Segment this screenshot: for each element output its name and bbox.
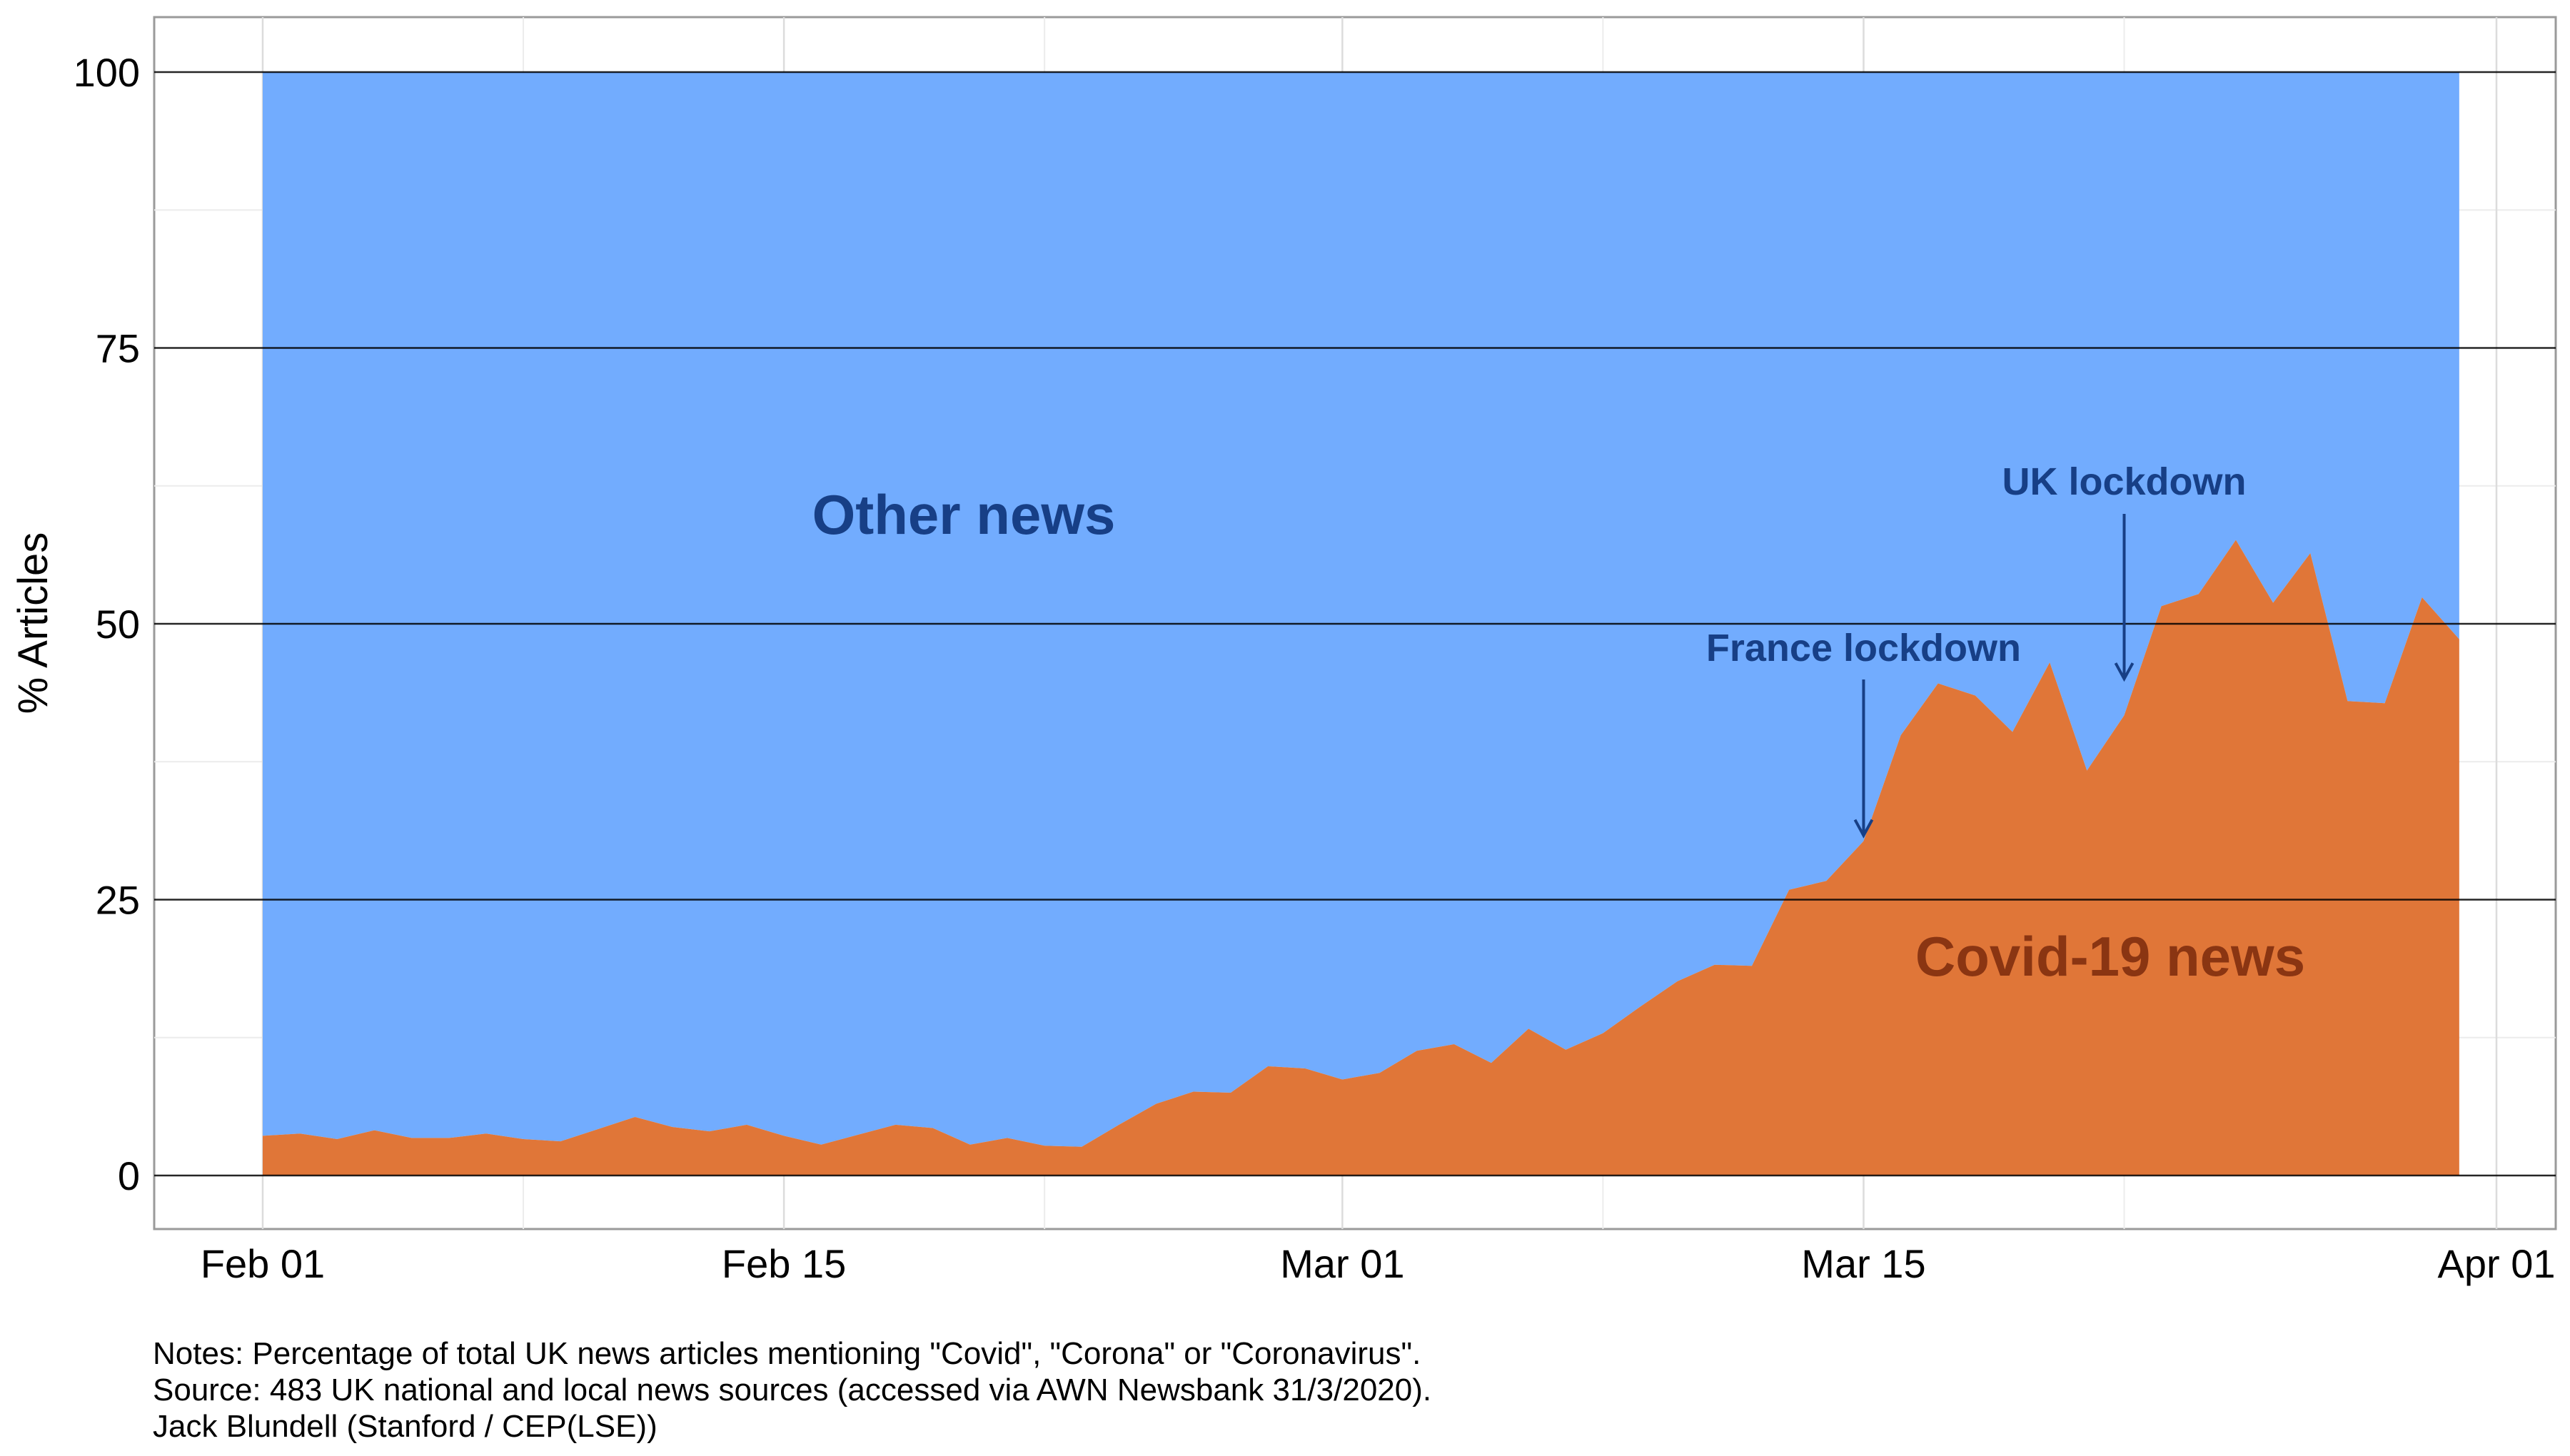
series-area-other-news	[263, 72, 2459, 1147]
other-news-label: Other news	[812, 483, 1116, 546]
annotation-arrowhead	[1853, 819, 1874, 839]
x-tick-label: Apr 01	[2438, 1241, 2556, 1286]
series-area-covid-news	[263, 540, 2459, 1176]
annotation-arrowhead	[2114, 662, 2135, 682]
note-line-3: Jack Blundell (Stanford / CEP(LSE))	[153, 1409, 657, 1444]
y-axis-title: % Articles	[10, 532, 56, 714]
annotations: France lockdown UK lockdown	[1706, 460, 2247, 839]
y-axis-ticks: 0 25 50 75 100	[74, 50, 140, 1198]
x-tick-label: Feb 15	[722, 1241, 846, 1286]
x-axis-ticks: Feb 01 Feb 15 Mar 01 Mar 15 Apr 01	[201, 1241, 2556, 1286]
y-tick-label: 0	[118, 1153, 140, 1198]
note-line-1: Notes: Percentage of total UK news artic…	[153, 1336, 1421, 1371]
y-tick-label: 100	[74, 50, 140, 95]
x-tick-label: Feb 01	[201, 1241, 325, 1286]
y-tick-label: 75	[96, 326, 140, 371]
y-tick-label: 25	[96, 878, 140, 923]
area-layers	[263, 72, 2459, 1176]
x-tick-label: Mar 15	[1801, 1241, 1925, 1286]
covid-news-label: Covid-19 news	[1915, 925, 2305, 988]
major-grid-y	[154, 71, 2556, 1177]
note-line-2: Source: 483 UK national and local news s…	[153, 1372, 1431, 1407]
y-tick-label: 50	[96, 602, 140, 647]
annotation-label: UK lockdown	[2002, 460, 2246, 503]
annotation-label: France lockdown	[1706, 627, 2021, 669]
x-tick-label: Mar 01	[1280, 1241, 1404, 1286]
